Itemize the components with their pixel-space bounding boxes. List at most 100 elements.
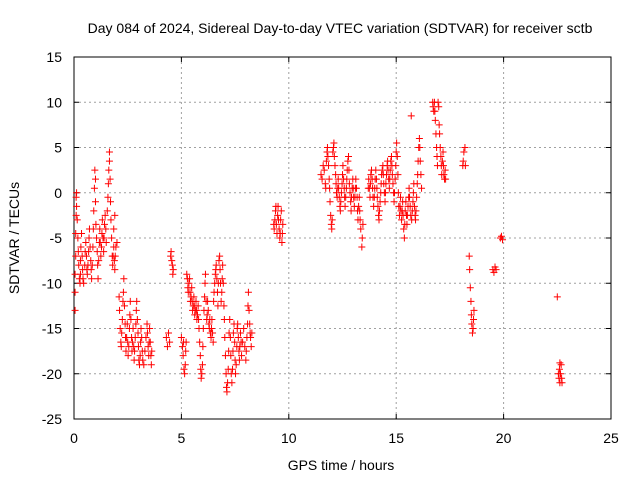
data-point	[231, 338, 239, 346]
data-point	[228, 379, 236, 387]
data-point	[90, 207, 98, 215]
data-point	[207, 325, 215, 332]
data-point	[214, 302, 222, 310]
data-point	[106, 175, 114, 183]
data-point	[78, 229, 86, 237]
data-point	[143, 329, 151, 337]
data-point	[235, 356, 243, 364]
data-point	[229, 347, 237, 355]
data-point	[497, 232, 505, 240]
data-point	[492, 266, 500, 274]
data-point	[143, 320, 151, 328]
data-point	[356, 207, 364, 215]
axis-ticks: 0 5 10 15 20 25 -25 -20 -15 -10 -5 0 5 10 15	[42, 49, 619, 446]
data-point	[460, 148, 468, 156]
data-point	[470, 306, 478, 314]
data-point	[431, 116, 439, 124]
data-point	[409, 198, 417, 206]
data-point	[435, 121, 443, 129]
data-point	[218, 275, 226, 283]
data-point	[101, 211, 109, 219]
data-point	[194, 302, 202, 310]
data-point	[372, 166, 380, 174]
data-point	[219, 279, 227, 287]
data-point	[126, 311, 134, 319]
data-point	[435, 103, 443, 111]
data-point	[553, 293, 561, 301]
data-point	[97, 243, 105, 251]
data-point	[83, 270, 91, 278]
data-point	[105, 148, 113, 156]
data-point	[279, 220, 287, 228]
data-point	[398, 216, 406, 224]
data-point	[394, 189, 402, 197]
data-point	[82, 252, 90, 260]
data-point	[132, 306, 140, 314]
data-point	[325, 162, 333, 170]
data-point	[119, 297, 127, 305]
data-point	[119, 288, 127, 296]
data-point	[461, 144, 469, 151]
data-point	[338, 180, 346, 188]
data-point	[402, 198, 410, 206]
data-point	[216, 266, 224, 274]
data-point	[438, 157, 446, 165]
data-point	[85, 234, 93, 242]
data-point	[239, 338, 247, 346]
data-point	[177, 334, 185, 342]
data-point	[272, 220, 280, 228]
data-point	[330, 153, 338, 161]
data-point	[439, 162, 447, 170]
data-point	[104, 193, 112, 201]
data-point	[556, 359, 564, 367]
data-point	[329, 148, 337, 156]
data-point	[101, 220, 109, 228]
x-tick-label: 0	[70, 430, 78, 446]
data-point	[339, 162, 347, 170]
data-point	[87, 257, 95, 265]
data-point	[416, 157, 424, 165]
data-point	[197, 365, 205, 373]
data-point	[131, 347, 139, 355]
y-tick-label: -20	[42, 366, 62, 382]
data-point	[248, 329, 256, 337]
data-point	[318, 175, 326, 183]
data-point	[465, 252, 473, 260]
data-point	[372, 175, 380, 183]
data-point	[186, 288, 194, 296]
data-point	[201, 279, 209, 287]
data-point	[234, 334, 242, 342]
data-point	[71, 288, 79, 296]
data-point	[355, 202, 363, 210]
data-point	[73, 202, 81, 210]
data-point	[387, 157, 395, 165]
data-point	[409, 189, 417, 197]
data-point	[326, 198, 334, 206]
data-point	[442, 175, 450, 183]
data-point	[242, 356, 250, 364]
data-point	[343, 175, 351, 183]
data-point	[375, 216, 383, 224]
data-point	[196, 338, 204, 346]
data-point	[441, 166, 449, 174]
data-point	[195, 315, 203, 323]
data-point	[246, 320, 254, 328]
data-point	[100, 248, 108, 256]
data-point	[439, 148, 447, 156]
y-tick-label: 0	[54, 185, 62, 201]
data-point	[245, 306, 253, 314]
data-point	[107, 216, 115, 224]
data-point	[401, 207, 409, 215]
y-axis-label: SDTVAR / TECUs	[6, 182, 22, 294]
y-tick-label: -25	[42, 411, 62, 427]
data-point	[162, 334, 170, 342]
data-point	[116, 325, 124, 332]
data-point	[115, 293, 123, 301]
data-point	[133, 315, 141, 323]
data-point	[97, 252, 105, 260]
data-point	[392, 148, 400, 156]
data-point	[385, 184, 393, 192]
y-tick-label: 10	[46, 94, 62, 110]
data-point	[72, 252, 80, 260]
data-point	[373, 193, 381, 201]
